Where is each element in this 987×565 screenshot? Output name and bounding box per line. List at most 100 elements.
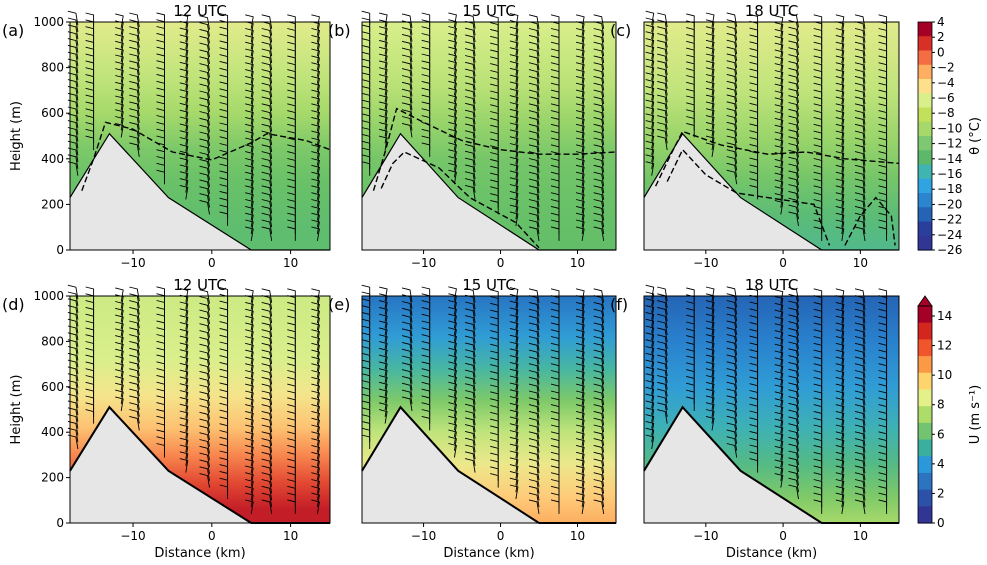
wind-barb <box>179 34 189 49</box>
wind-barb <box>854 336 866 351</box>
wind-barb <box>593 404 605 419</box>
wind-barb <box>657 388 668 404</box>
wind-barb <box>464 356 476 371</box>
wind-barb <box>528 390 540 406</box>
wind-barb <box>705 361 715 376</box>
wind-barb <box>179 116 189 132</box>
wind-barb <box>179 301 189 317</box>
wind-barb <box>774 432 784 447</box>
wind-barb <box>854 417 866 433</box>
wind-barb <box>528 110 540 125</box>
wind-barb <box>311 178 320 194</box>
colorbar-swatch <box>918 422 932 441</box>
wind-barb <box>67 305 79 320</box>
wind-barb <box>788 389 799 404</box>
wind-barb <box>774 357 784 372</box>
wind-barb <box>528 205 540 221</box>
wind-barb <box>464 328 476 344</box>
wind-barb <box>311 451 320 467</box>
colorbar-tick-label: −4 <box>937 76 955 90</box>
wind-barb <box>528 62 540 77</box>
wind-barb <box>593 171 605 187</box>
colorbar-tick-label: −18 <box>937 182 962 196</box>
wind-barb <box>593 69 605 84</box>
wind-barb <box>378 368 388 383</box>
wind-barb <box>401 102 413 117</box>
x-tick-label: 10 <box>853 256 868 270</box>
wind-barb <box>854 110 866 125</box>
wind-barb <box>448 306 457 322</box>
wind-barb <box>788 177 799 192</box>
wind-barb <box>509 307 519 322</box>
wind-barb <box>835 383 845 399</box>
wind-barb <box>261 89 273 105</box>
wind-barb <box>219 13 229 28</box>
wind-barb <box>645 106 655 122</box>
wind-barb <box>261 349 273 365</box>
colorbar-swatch <box>918 489 932 507</box>
wind-barb <box>421 286 431 301</box>
wind-barb <box>261 144 273 159</box>
wind-barb <box>788 409 799 425</box>
wind-barb <box>378 313 388 329</box>
wind-barb <box>593 28 605 43</box>
wind-barb <box>774 22 784 37</box>
wind-barb <box>448 361 457 376</box>
wind-barb <box>245 199 254 214</box>
wind-barb <box>129 80 140 96</box>
wind-barb <box>245 404 254 419</box>
wind-barb <box>509 197 519 213</box>
wind-barb <box>705 354 715 370</box>
wind-barb <box>774 370 784 386</box>
wind-barb <box>657 87 668 103</box>
panel-title: 12 UTC <box>173 276 227 294</box>
wind-barb <box>261 342 273 358</box>
wind-barb <box>245 171 254 187</box>
wind-barb <box>129 415 140 431</box>
wind-barb <box>835 89 845 105</box>
wind-barb <box>835 55 845 70</box>
wind-barb <box>311 465 320 480</box>
wind-barb <box>575 137 585 153</box>
wind-barb <box>219 287 229 302</box>
wind-barb <box>67 99 79 115</box>
wind-barb <box>509 457 519 472</box>
wind-barb <box>593 55 605 70</box>
wind-barb <box>575 410 585 426</box>
wind-barb <box>179 410 189 426</box>
wind-barb <box>657 347 668 363</box>
wind-barb <box>115 321 124 337</box>
wind-barb <box>199 445 210 461</box>
wind-barb <box>261 376 273 392</box>
wind-barb <box>129 87 140 103</box>
wind-barb <box>401 47 413 63</box>
wind-barb <box>854 322 866 337</box>
wind-barb <box>199 330 210 345</box>
wind-barb <box>115 307 124 323</box>
wind-barb <box>774 158 784 174</box>
wind-barb <box>129 313 140 329</box>
wind-barb <box>361 10 371 26</box>
wind-barb <box>788 361 799 377</box>
wind-barb <box>67 291 79 307</box>
wind-barb <box>657 334 668 349</box>
wind-barb <box>726 12 738 27</box>
wind-barb <box>401 88 413 104</box>
wind-barb <box>115 33 124 49</box>
wind-barb <box>448 80 457 96</box>
wind-barb <box>657 402 668 417</box>
wind-barb <box>245 465 254 480</box>
wind-barb <box>67 427 79 443</box>
wind-barb <box>67 133 79 149</box>
wind-barb <box>575 301 585 317</box>
wind-barb <box>575 363 585 378</box>
wind-barb <box>261 363 273 378</box>
wind-barb <box>528 404 540 419</box>
wind-barb <box>645 133 655 149</box>
wind-barb <box>199 138 210 153</box>
wind-barb <box>378 306 388 322</box>
wind-barb <box>261 192 273 207</box>
wind-barb <box>774 111 784 126</box>
wind-barb <box>129 74 140 89</box>
wind-barb <box>645 92 655 108</box>
